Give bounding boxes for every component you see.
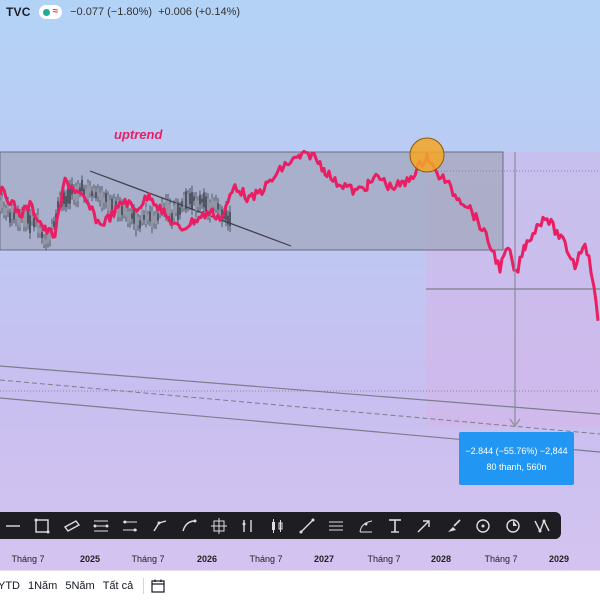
text-icon[interactable] [384, 515, 406, 537]
rectangle-icon[interactable] [31, 515, 53, 537]
time-tick: 2027 [313, 554, 335, 564]
measure-arrow-head [509, 418, 521, 428]
range-bar: YTD 1Năm 5Năm Tất cả [0, 570, 600, 601]
channel-upper-line[interactable] [0, 365, 600, 415]
measure-info-box[interactable]: −2.844 (−55.76%) −2,844 80 thanh, 560n [459, 432, 574, 485]
highlight-circle[interactable] [409, 137, 445, 173]
time-tick: 2029 [548, 554, 570, 564]
time-tick: Tháng 7 [484, 554, 518, 564]
time-tick: Tháng 7 [131, 554, 165, 564]
fib-channel-icon[interactable] [119, 515, 141, 537]
range-ytd-button[interactable]: YTD [0, 580, 20, 592]
symbol-label[interactable]: TVC [6, 5, 31, 19]
anchored-box-icon[interactable] [208, 515, 230, 537]
parallel-lines-icon[interactable] [325, 515, 347, 537]
chart-header: TVC ≈ −0.077 (−1.80%) +0.006 (+0.14%) [0, 0, 600, 24]
cycle-icon[interactable] [502, 515, 524, 537]
brush-icon[interactable] [443, 515, 465, 537]
drawing-toolbar [0, 512, 561, 539]
arrow-marker-icon[interactable] [413, 515, 435, 537]
pitchfork-icon[interactable] [237, 515, 259, 537]
regression-channel-icon[interactable] [90, 515, 112, 537]
uptrend-label: uptrend [114, 127, 163, 142]
status-badge: ≈ [38, 5, 63, 19]
price-change-text: −0.077 (−1.80%) [70, 6, 153, 18]
candles-icon[interactable] [266, 515, 288, 537]
range-all-button[interactable]: Tất cả [102, 580, 134, 592]
calendar-icon[interactable] [150, 578, 166, 594]
time-tick: Tháng 7 [249, 554, 283, 564]
range-1y-button[interactable]: 1Năm [28, 580, 58, 592]
post-market-change-text: +0.006 (+0.14%) [158, 6, 241, 18]
path-icon[interactable] [149, 515, 171, 537]
divider [143, 578, 145, 594]
parallelogram-icon[interactable] [61, 515, 83, 537]
channel-mid-line[interactable] [0, 379, 600, 435]
fib-fan-icon[interactable] [355, 515, 377, 537]
time-tick: Tháng 7 [11, 554, 45, 564]
projected-price-path [0, 149, 600, 321]
curve-icon[interactable] [178, 515, 200, 537]
time-tick: 2025 [79, 554, 101, 564]
pattern-icon[interactable] [531, 515, 553, 537]
time-tick: Tháng 7 [367, 554, 401, 564]
downtrend-line[interactable] [89, 170, 292, 247]
range-5y-button[interactable]: 5Năm [65, 580, 95, 592]
trendline-icon[interactable] [296, 515, 318, 537]
time-tick: 2028 [430, 554, 452, 564]
measure-line1: −2.844 (−55.76%) −2,844 [465, 445, 568, 456]
market-status-dot-icon [42, 8, 50, 16]
time-axis[interactable]: Tháng 7 2025 Tháng 7 2026 Tháng 7 2027 T… [0, 548, 600, 570]
circle-icon[interactable] [472, 515, 494, 537]
time-tick: 2026 [196, 554, 218, 564]
horizontal-line-icon[interactable] [2, 515, 24, 537]
measure-line2: 80 thanh, 560n [486, 461, 547, 472]
approx-icon: ≈ [52, 6, 59, 17]
